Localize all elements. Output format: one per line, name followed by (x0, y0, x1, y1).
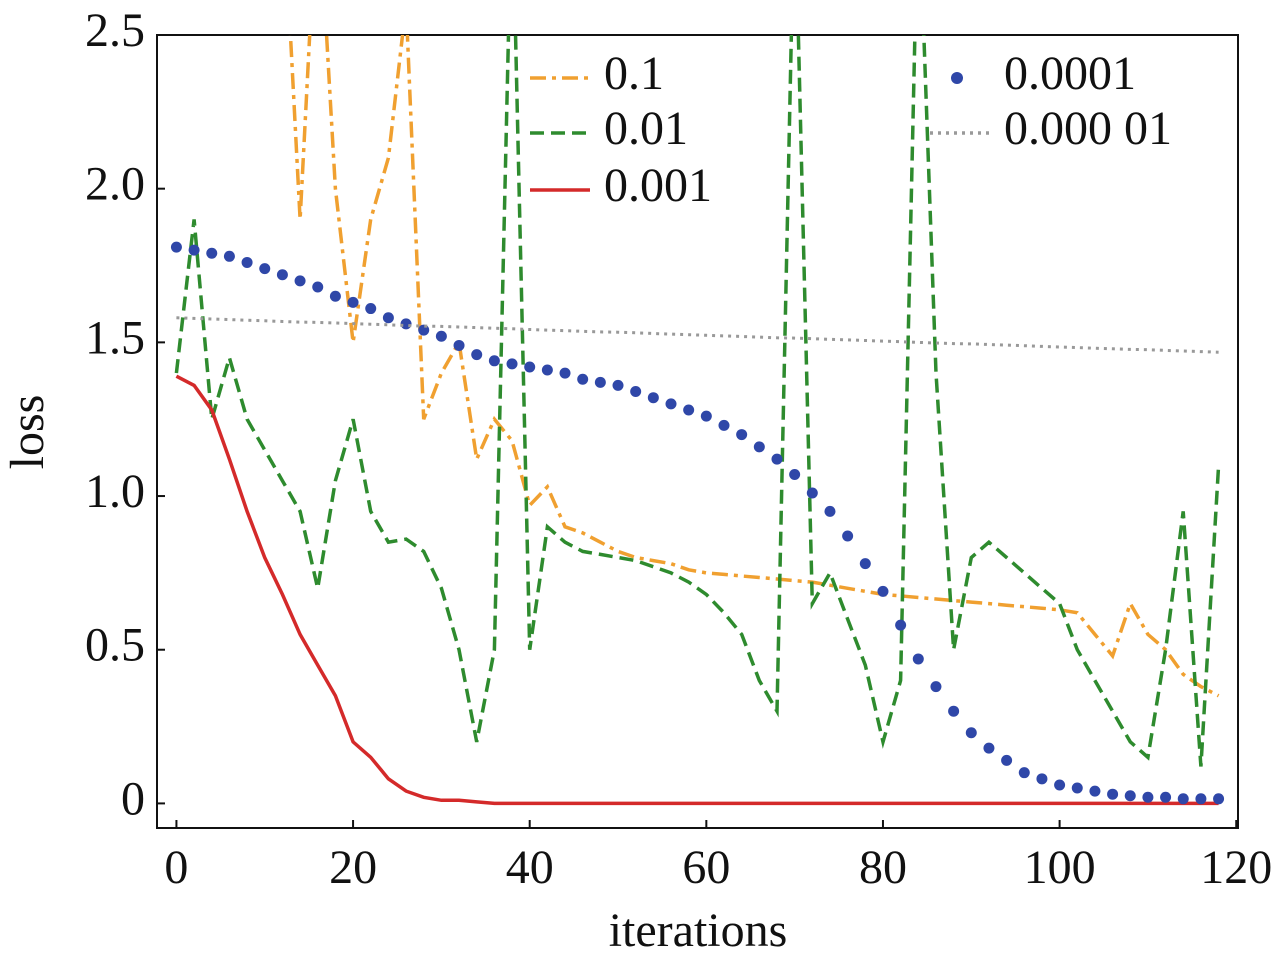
marker (418, 324, 430, 336)
marker (1054, 779, 1066, 791)
marker (471, 349, 483, 361)
x-tick-label: 20 (329, 841, 377, 894)
marker (736, 429, 748, 441)
legend-label: 0.0001 (1004, 47, 1136, 100)
marker (912, 653, 924, 665)
series-line (174, 35, 1221, 767)
x-tick-label: 60 (682, 841, 730, 894)
marker (824, 505, 836, 517)
marker (612, 379, 624, 391)
x-tick-label: 80 (859, 841, 907, 894)
y-axis-label: loss (1, 395, 54, 470)
marker (594, 376, 606, 388)
marker (965, 727, 977, 739)
marker (365, 303, 377, 315)
legend-label: 0.01 (604, 102, 688, 155)
y-tick-label: 0 (121, 772, 145, 825)
marker (312, 281, 324, 293)
y-tick-label: 1.0 (85, 465, 145, 518)
marker (1213, 793, 1225, 805)
marker (435, 330, 447, 342)
marker (718, 419, 730, 431)
marker (630, 386, 642, 398)
marker (842, 530, 854, 542)
x-tick-label: 120 (1200, 841, 1272, 894)
marker (223, 250, 235, 262)
marker (1160, 791, 1172, 803)
marker (877, 585, 889, 597)
y-tick-label: 0.5 (85, 619, 145, 672)
marker (771, 453, 783, 465)
marker (1142, 791, 1154, 803)
marker (1089, 785, 1101, 797)
marker (753, 441, 765, 453)
marker (930, 681, 942, 693)
marker (524, 361, 536, 373)
marker (506, 358, 518, 370)
marker (1124, 790, 1136, 802)
marker (188, 244, 200, 256)
marker (259, 263, 271, 275)
marker (577, 373, 589, 385)
marker (541, 364, 553, 376)
plot-frame (156, 34, 1239, 829)
marker (1036, 773, 1048, 785)
plot-area (170, 35, 1225, 806)
marker (895, 619, 907, 631)
marker (453, 339, 465, 351)
marker (789, 469, 801, 481)
marker (1071, 782, 1083, 794)
legend-label: 0.1 (604, 47, 664, 100)
marker (859, 558, 871, 570)
marker (647, 392, 659, 404)
marker (683, 404, 695, 416)
marker (382, 312, 394, 324)
series-line (176, 316, 1219, 354)
x-axis-label: iterations (609, 904, 788, 957)
marker (1107, 788, 1119, 800)
legend-marker (951, 72, 963, 84)
marker (1195, 793, 1207, 805)
x-tick-label: 100 (1024, 841, 1096, 894)
marker (294, 275, 306, 287)
marker (665, 398, 677, 410)
marker (1177, 793, 1189, 805)
marker (806, 487, 818, 499)
marker (1001, 754, 1013, 766)
marker (329, 290, 341, 302)
marker (241, 256, 253, 268)
legend-label: 0.001 (604, 159, 712, 212)
marker (948, 705, 960, 717)
marker (983, 742, 995, 754)
y-tick-label: 1.5 (85, 311, 145, 364)
marker (206, 247, 218, 259)
marker (170, 241, 182, 253)
marker (347, 296, 359, 308)
marker (276, 269, 288, 281)
y-tick-label: 2.5 (85, 4, 145, 57)
marker (1018, 767, 1030, 779)
marker (559, 367, 571, 379)
marker (488, 355, 500, 367)
marker (700, 410, 712, 422)
x-tick-label: 0 (164, 841, 188, 894)
series-line (175, 374, 1219, 806)
legend-label: 0.000 01 (1004, 102, 1172, 155)
y-tick-label: 2.0 (85, 158, 145, 211)
x-tick-label: 40 (506, 841, 554, 894)
